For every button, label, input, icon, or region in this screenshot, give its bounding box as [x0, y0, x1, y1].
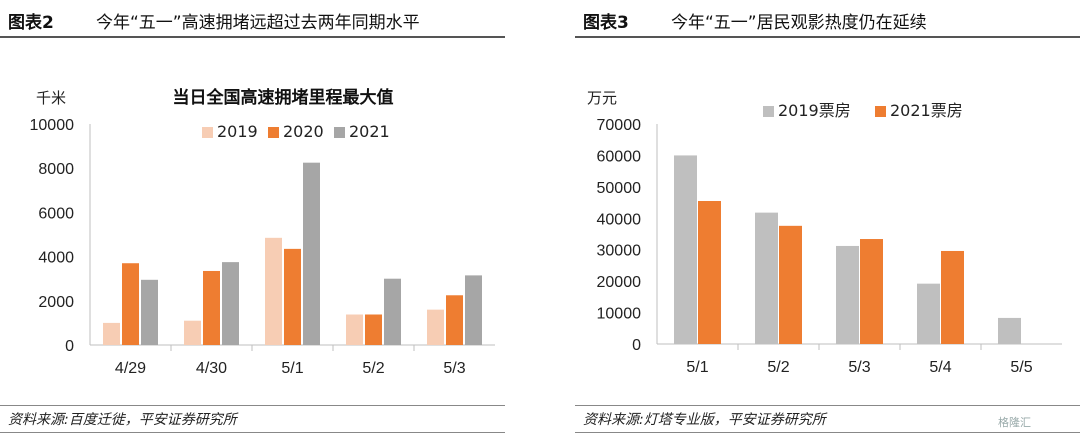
left-y-tick-label: 6000: [38, 205, 74, 222]
left-bar-2020: [446, 295, 463, 345]
right-legend-label: 2021票房: [890, 101, 963, 120]
left-legend-label: 2021: [349, 122, 390, 141]
left-x-tick-label: 4/30: [196, 360, 227, 377]
left-y-tick-label: 0: [65, 338, 74, 355]
right-y-tick-label: 40000: [597, 211, 642, 228]
left-bar-2019: [184, 320, 201, 345]
right-x-tick-label: 5/2: [767, 359, 789, 376]
left-legend-swatch: [334, 127, 345, 138]
left-bar-2019: [265, 237, 282, 345]
right-legend-swatch: [763, 106, 774, 117]
left-legend-label: 2019: [217, 122, 258, 141]
left-figure-label: 图表2: [8, 13, 54, 33]
left-bar-2020: [365, 314, 382, 345]
left-bar-2021: [465, 275, 482, 345]
left-chart-title: 当日全国高速拥堵里程最大值: [173, 87, 394, 108]
right-bar-2021票房: [698, 201, 721, 344]
left-figure-title: 今年“五一”高速拥堵远超过去两年同期水平: [96, 13, 420, 33]
right-y-tick-label: 0: [632, 337, 641, 354]
left-x-tick-label: 5/2: [362, 360, 384, 377]
left-source-note: 资料来源:百度迁徙，平安证券研究所: [8, 412, 237, 428]
right-y-tick-label: 10000: [597, 306, 642, 323]
right-header: 图表3 今年“五一”居民观影热度仍在延续: [575, 0, 1080, 38]
right-bar-2019票房: [998, 317, 1021, 344]
left-bar-2019: [427, 309, 444, 345]
right-bar-2021票房: [779, 225, 802, 344]
left-bar-2021: [222, 262, 239, 345]
left-bar-2021: [303, 162, 320, 345]
left-y-tick-label: 8000: [38, 161, 74, 178]
left-bar-2020: [284, 248, 301, 345]
left-bar-2021: [384, 278, 401, 345]
right-bar-2019票房: [755, 212, 778, 344]
left-y-unit-label: 千米: [36, 89, 66, 107]
left-legend-label: 2020: [283, 122, 324, 141]
right-bar-2021票房: [860, 239, 883, 344]
right-y-tick-label: 30000: [597, 243, 642, 260]
right-y-tick-label: 50000: [597, 180, 642, 197]
right-figure-title: 今年“五一”居民观影热度仍在延续: [671, 13, 927, 33]
left-chart: 当日全国高速拥堵里程最大值 千米 0 2000 4000 6000 8000 10000 4/2…: [30, 87, 495, 377]
panel-right: 图表3 今年“五一”居民观影热度仍在延续 万元 0 10000 20000 30000 4…: [575, 0, 1080, 441]
left-x-tick-label: 5/3: [443, 360, 465, 377]
left-y-tick-label: 4000: [38, 250, 74, 267]
left-x-tick-label: 4/29: [115, 360, 146, 377]
right-bar-2019票房: [917, 283, 940, 344]
left-bar-2021: [141, 279, 158, 345]
left-y-tick-label: 2000: [38, 294, 74, 311]
right-y-unit-label: 万元: [587, 89, 617, 107]
right-figure-label: 图表3: [583, 13, 629, 33]
right-source-note: 资料来源:灯塔专业版，平安证券研究所: [583, 412, 826, 428]
left-y-tick-label: 10000: [30, 117, 75, 134]
left-x-tick-label: 5/1: [281, 360, 303, 377]
right-x-tick-label: 5/5: [1010, 359, 1032, 376]
right-x-tick-label: 5/3: [848, 359, 870, 376]
right-bar-2019票房: [674, 155, 697, 344]
right-y-tick-label: 60000: [597, 148, 642, 165]
left-legend-swatch: [202, 127, 213, 138]
right-chart: 万元 0 10000 20000 30000 40000 50000 60000 70000 5/…: [587, 89, 1062, 376]
left-bar-2019: [103, 322, 120, 345]
right-bar-2019票房: [836, 245, 859, 344]
left-bar-2020: [122, 263, 139, 345]
right-x-tick-label: 5/1: [686, 359, 708, 376]
right-source-divider-bottom: [575, 432, 1080, 433]
right-legend-swatch: [875, 106, 886, 117]
left-source-divider-bottom: [0, 432, 505, 433]
right-source-divider-top: [575, 405, 1080, 406]
right-bar-2021票房: [941, 250, 964, 344]
left-bar-2020: [203, 270, 220, 345]
right-y-tick-label: 20000: [597, 274, 642, 291]
left-bar-2019: [346, 314, 363, 345]
left-legend-swatch: [268, 127, 279, 138]
left-header: 图表2 今年“五一”高速拥堵远超过去两年同期水平: [0, 0, 505, 38]
right-x-tick-label: 5/4: [929, 359, 951, 376]
right-legend-label: 2019票房: [778, 101, 851, 120]
panel-left: 图表2 今年“五一”高速拥堵远超过去两年同期水平 当日全国高速拥堵里程最大值 千米…: [0, 0, 505, 441]
watermark-logo: 格隆汇: [998, 416, 1031, 429]
right-y-tick-label: 70000: [597, 117, 642, 134]
left-source-divider-top: [0, 405, 505, 406]
